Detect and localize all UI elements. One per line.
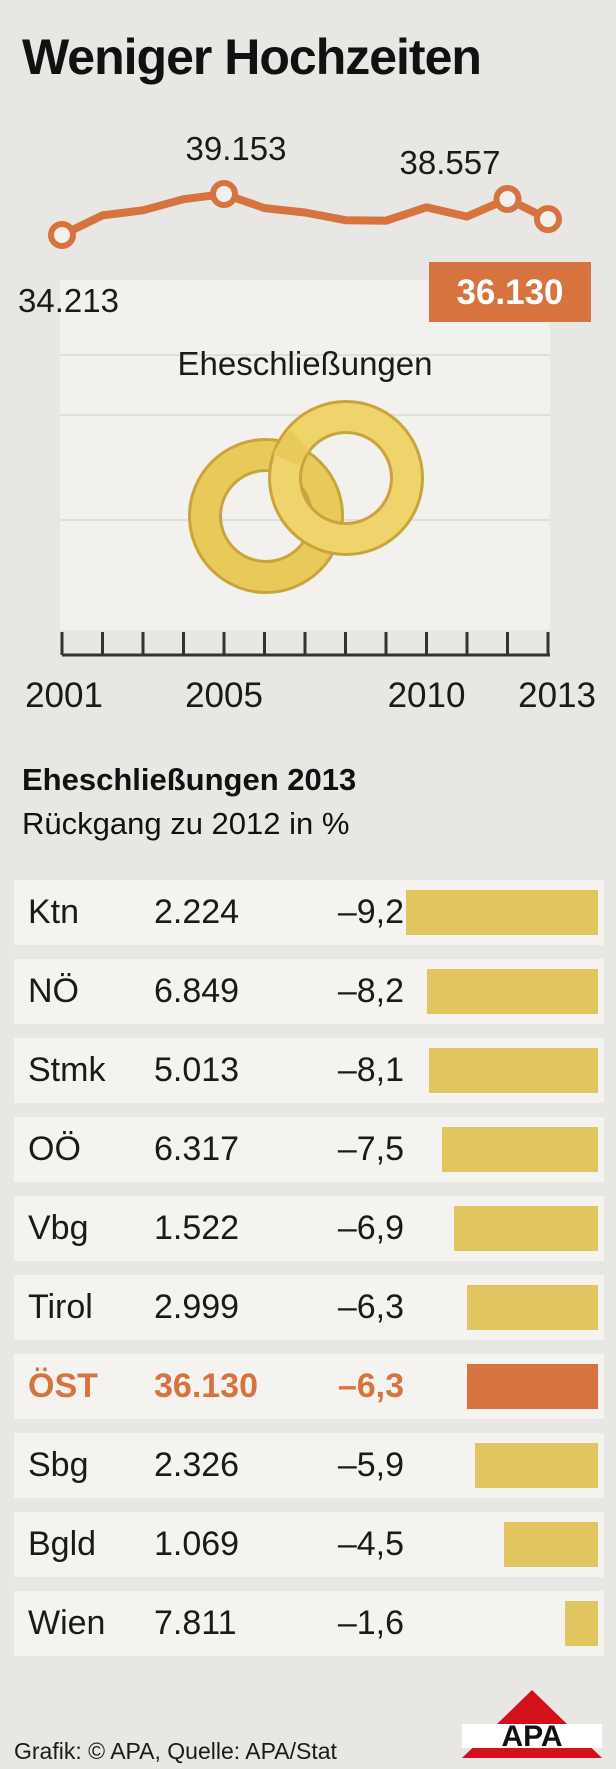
change-label: –4,5	[337, 1525, 404, 1563]
table-row: Wien 7.811 –1,6	[14, 1591, 604, 1656]
marriage-count: 1.069	[154, 1525, 240, 1563]
change-bar	[466, 1364, 598, 1409]
table-row: Tirol 2.999 –6,3	[14, 1275, 604, 1340]
marriage-count: 6.317	[154, 1130, 240, 1168]
table-row: Bgld 1.069 –4,5	[14, 1512, 604, 1577]
apa-logo: APA	[462, 1690, 602, 1758]
change-bar	[504, 1522, 598, 1567]
region-label: Wien	[28, 1604, 106, 1642]
table-row: Vbg 1.522 –6,9	[14, 1196, 604, 1261]
change-bar	[429, 1048, 598, 1093]
change-bar	[474, 1443, 598, 1488]
region-label: ÖST	[28, 1367, 98, 1405]
data-point-2005	[210, 180, 238, 208]
chart-title: Weniger Hochzeiten	[22, 29, 482, 85]
series-line	[58, 190, 552, 239]
marriage-count: 2.999	[154, 1288, 240, 1326]
change-label: –6,9	[337, 1209, 404, 1247]
x-tick-label-2005: 2005	[185, 676, 263, 715]
line-chart: Eheschließungen 2001 2005 2010 2013 34.213 …	[18, 130, 596, 715]
change-label: –5,9	[337, 1446, 404, 1484]
region-label: Bgld	[28, 1525, 97, 1563]
region-label: OÖ	[28, 1130, 81, 1168]
x-axis-labels: 2001 2005 2010 2013	[25, 676, 596, 715]
table-row: Ktn 2.224 –9,2	[14, 880, 604, 945]
change-label: –6,3	[337, 1367, 404, 1405]
change-label: –9,2	[337, 893, 404, 931]
table-row: Sbg 2.326 –5,9	[14, 1433, 604, 1498]
data-point-2012	[493, 184, 522, 213]
regional-change-table: Ktn 2.224 –9,2 NÖ 6.849 –8,2 Stmk 5.013 –8,1 OÖ 6.…	[14, 880, 604, 1670]
table-row: OÖ 6.317 –7,5	[14, 1117, 604, 1182]
change-bar	[466, 1285, 598, 1330]
data-point-2013	[534, 205, 562, 234]
change-label: –1,6	[337, 1604, 404, 1642]
change-bar	[426, 969, 598, 1014]
table-subtitle: Rückgang zu 2012 in %	[22, 806, 350, 841]
change-label: –8,2	[337, 972, 404, 1010]
data-points	[48, 180, 562, 249]
marriage-count: 2.224	[154, 893, 240, 931]
marriage-count: 1.522	[154, 1209, 240, 1247]
source-credit: Grafik: © APA, Quelle: APA/Stat	[14, 1738, 337, 1764]
marriage-count: 7.811	[154, 1604, 237, 1642]
change-label: –6,3	[337, 1288, 404, 1326]
change-bar	[441, 1127, 598, 1172]
region-label: NÖ	[28, 972, 79, 1010]
data-label-start: 34.213	[18, 282, 119, 319]
change-bar	[406, 890, 598, 935]
change-bar	[564, 1601, 598, 1646]
logo-text: APA	[501, 1720, 562, 1753]
change-label: –8,1	[337, 1051, 404, 1089]
wedding-rings-icon	[188, 400, 424, 594]
x-tick-label-2013: 2013	[518, 676, 596, 715]
table-title: Eheschließungen 2013	[22, 762, 357, 797]
table-row: ÖST 36.130 –6,3	[14, 1354, 604, 1419]
marriage-count: 2.326	[154, 1446, 240, 1484]
x-axis-ticks	[60, 632, 550, 655]
change-bar	[454, 1206, 598, 1251]
x-tick-label-2010: 2010	[388, 676, 466, 715]
region-label: Sbg	[28, 1446, 89, 1484]
chart-subtitle: Eheschließungen	[177, 345, 432, 382]
table-row: Stmk 5.013 –8,1	[14, 1038, 604, 1103]
change-label: –7,5	[337, 1130, 404, 1168]
data-label-last: 36.130	[456, 273, 563, 312]
region-label: Tirol	[28, 1288, 93, 1326]
data-label-last-box	[429, 262, 591, 322]
region-label: Stmk	[28, 1051, 106, 1089]
data-label-peak: 39.153	[186, 130, 287, 167]
marriage-count: 6.849	[154, 972, 240, 1010]
data-label-second-peak: 38.557	[400, 144, 501, 181]
marriage-count: 5.013	[154, 1051, 240, 1089]
region-label: Vbg	[28, 1209, 89, 1247]
data-point-2001	[48, 221, 76, 249]
table-row: NÖ 6.849 –8,2	[14, 959, 604, 1024]
marriage-count: 36.130	[154, 1367, 258, 1405]
region-label: Ktn	[28, 893, 80, 931]
x-tick-label-2001: 2001	[25, 676, 103, 715]
